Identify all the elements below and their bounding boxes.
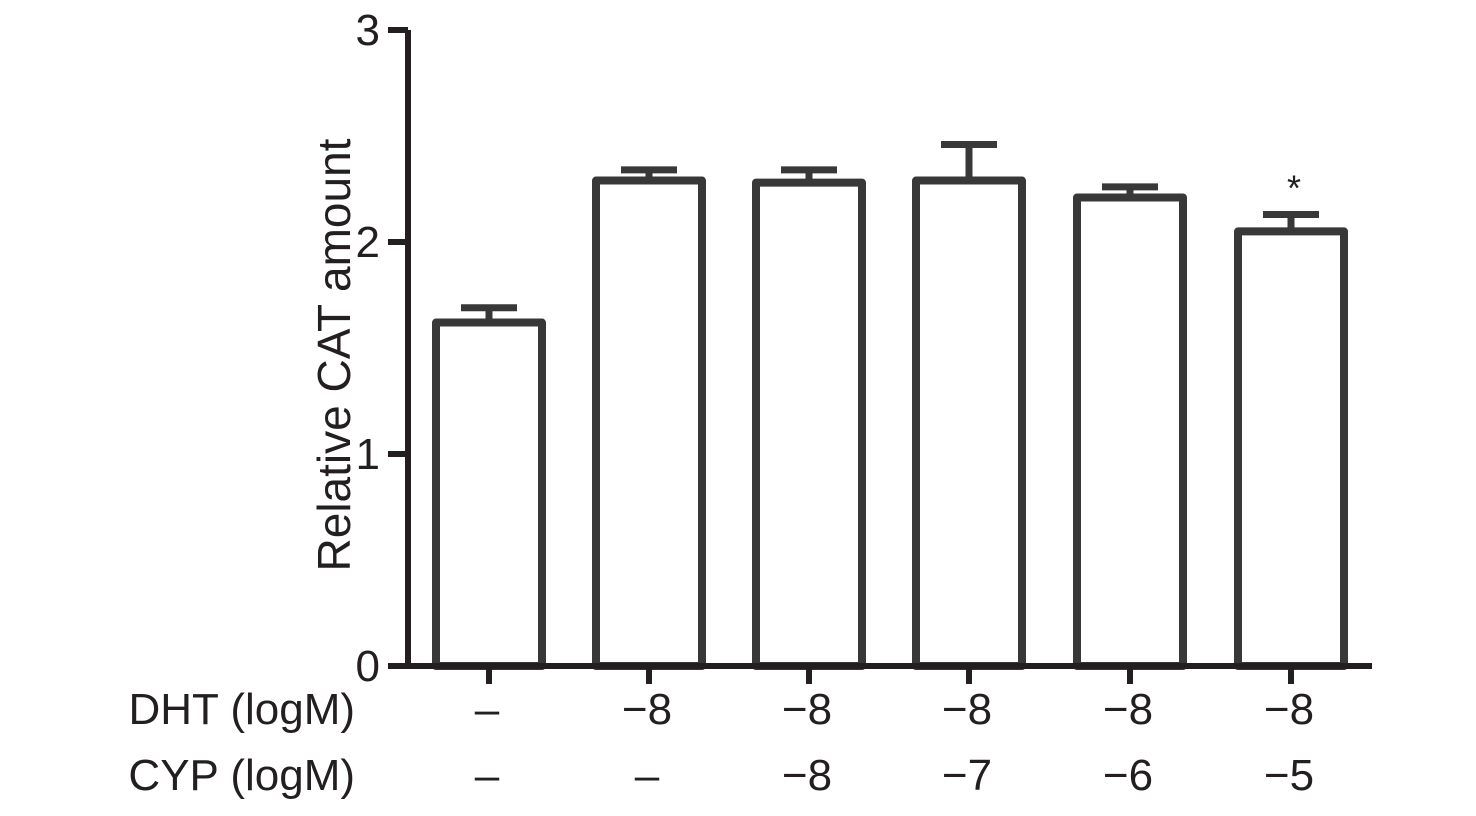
y-axis-label: Relative CAT amount bbox=[308, 138, 360, 571]
bar bbox=[752, 178, 866, 670]
y-tick-label: 0 bbox=[356, 642, 380, 691]
x-tick-label: −8 bbox=[1264, 685, 1314, 734]
y-tick-label: 1 bbox=[356, 430, 380, 479]
x-tick-label: −8 bbox=[1103, 685, 1153, 734]
bar bbox=[1073, 193, 1187, 670]
bar bbox=[1234, 227, 1348, 670]
bar bbox=[432, 318, 546, 670]
x-tick-label: −8 bbox=[782, 685, 832, 734]
row-label: DHT (logM) bbox=[128, 685, 355, 734]
labels-group: * 0 1 2 3 Relative CAT amount DHT (logM) – −8 −8 −… bbox=[128, 6, 1314, 800]
x-tick-label: −5 bbox=[1264, 751, 1314, 800]
x-tick-label: −8 bbox=[942, 685, 992, 734]
bars-group bbox=[432, 140, 1348, 671]
x-tick-label: – bbox=[475, 751, 500, 800]
x-tick-label: −6 bbox=[1103, 751, 1153, 800]
x-tick-label: −8 bbox=[782, 751, 832, 800]
bar bbox=[912, 176, 1026, 671]
x-tick-label: – bbox=[635, 751, 660, 800]
x-tick-label: – bbox=[475, 685, 500, 734]
y-tick-label: 2 bbox=[356, 218, 380, 267]
y-tick-label: 3 bbox=[356, 6, 380, 55]
bar bbox=[592, 176, 706, 671]
x-tick-label: −8 bbox=[622, 685, 672, 734]
x-tick-label: −7 bbox=[942, 751, 992, 800]
axes-group bbox=[388, 27, 1372, 684]
row-label: CYP (logM) bbox=[128, 751, 355, 800]
significance-marker: * bbox=[1287, 167, 1301, 208]
